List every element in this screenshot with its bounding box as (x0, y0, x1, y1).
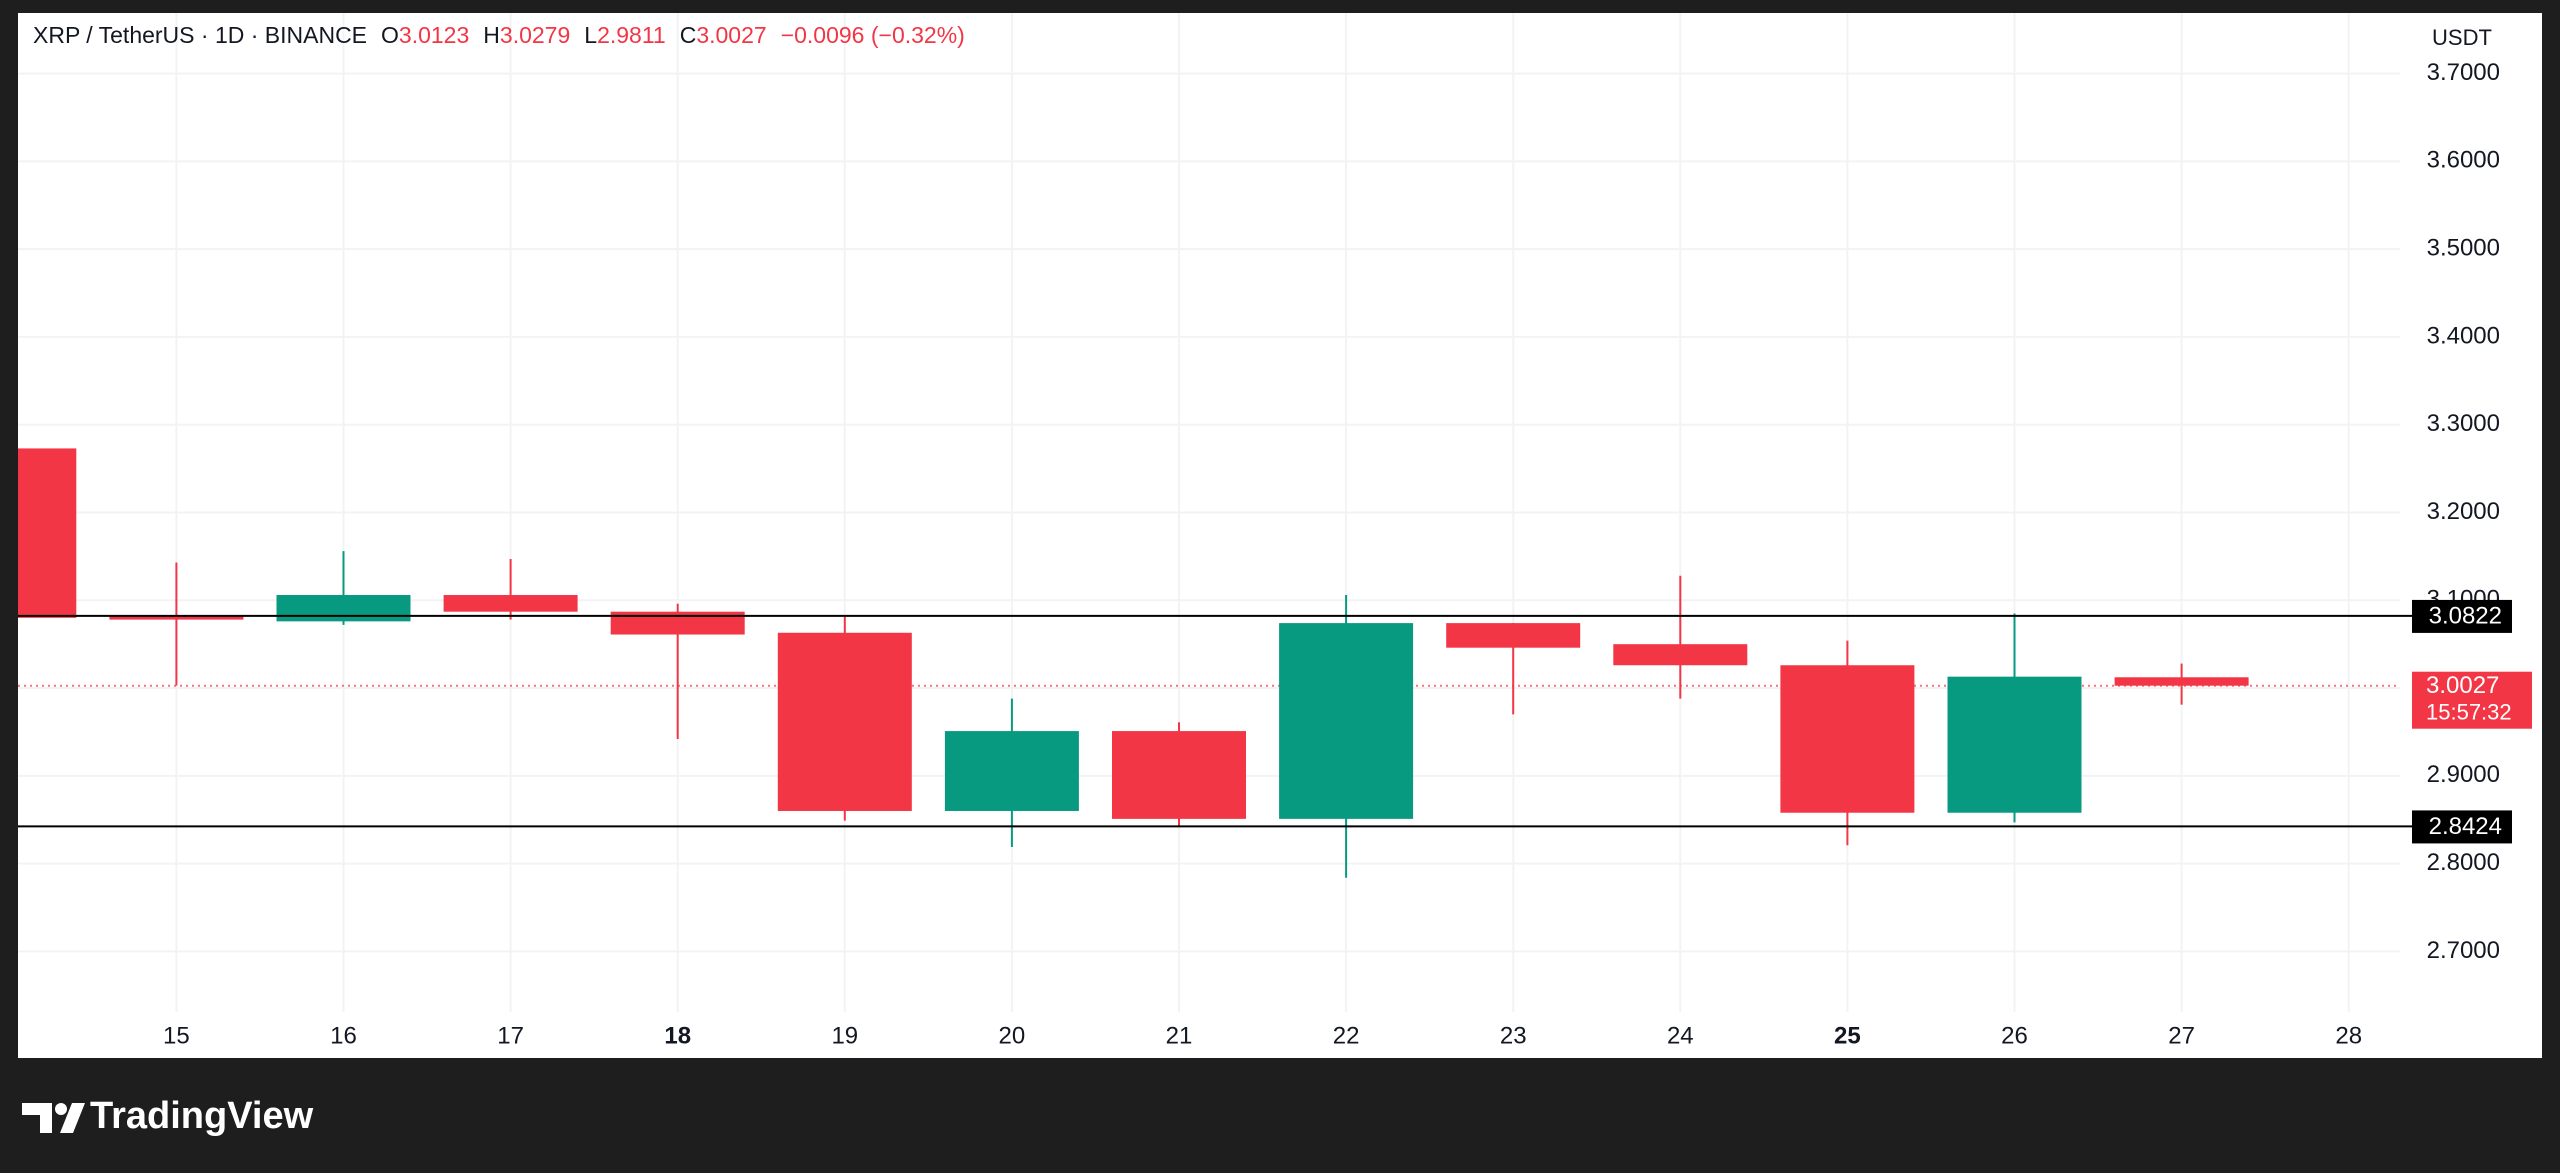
candle-body (1112, 731, 1246, 819)
ohlc-label: L (584, 22, 597, 48)
brand-name: TradingView (90, 1095, 314, 1137)
y-tick-label: 2.7000 (2427, 937, 2500, 964)
x-tick-label: 28 (2335, 1022, 2362, 1049)
candle-body (1613, 644, 1748, 666)
x-tick-label: 20 (999, 1022, 1026, 1049)
price-label: 3.0027 (2426, 672, 2499, 699)
ohlc-label: C (680, 22, 697, 48)
x-tick-label: 25 (1834, 1022, 1861, 1049)
logo-icon (22, 1103, 52, 1133)
currency-bg (2405, 18, 2535, 60)
x-tick-label: 17 (497, 1022, 524, 1049)
level-label: 3.0822 (2429, 602, 2502, 629)
chart-panel (18, 13, 2542, 1058)
level-label-bg (2412, 810, 2512, 844)
countdown: 15:57:32 (2426, 700, 2512, 725)
y-tick-label: 3.5000 (2427, 234, 2500, 261)
x-tick-label: 16 (330, 1022, 357, 1049)
symbol-title: XRP / TetherUS · 1D · BINANCE (33, 22, 367, 48)
x-tick-label: 27 (2168, 1022, 2195, 1049)
y-tick-label: 3.6000 (2427, 147, 2500, 174)
candle-body (109, 615, 244, 620)
x-tick-label: 21 (1166, 1022, 1193, 1049)
level-label: 2.8424 (2429, 813, 2502, 840)
candle-body (777, 632, 912, 811)
x-tick-label: 15 (163, 1022, 190, 1049)
candle-body (18, 448, 77, 618)
y-tick-label: 3.4000 (2427, 322, 2500, 349)
ohlc-value: 3.0027 (696, 22, 766, 48)
ohlc-value: 3.0279 (500, 22, 570, 48)
y-tick-label: 3.3000 (2427, 410, 2500, 437)
plot-area (18, 13, 2400, 1012)
brand-logo: TradingView (22, 1095, 314, 1137)
x-tick-label: 23 (1500, 1022, 1527, 1049)
candle-body (1446, 623, 1581, 648)
logo-icon (60, 1103, 85, 1133)
ohlc-label: O (381, 22, 399, 48)
candle-body (944, 731, 1079, 811)
y-tick-label: 3.7000 (2427, 59, 2500, 86)
y-tick-label: 2.9000 (2427, 761, 2500, 788)
y-tick-label: 3.2000 (2427, 498, 2500, 525)
x-tick-label: 18 (664, 1022, 691, 1049)
price-change: −0.0096 (−0.32%) (781, 22, 965, 48)
ohlc-value: 2.9811 (597, 22, 666, 48)
x-tick-label: 19 (831, 1022, 858, 1049)
overlay: 2.70002.80002.90003.00003.10003.20003.30… (18, 18, 2535, 1049)
y-tick-label: 2.8000 (2427, 849, 2500, 876)
logo-icon (55, 1103, 67, 1115)
currency: USDT (2432, 25, 2492, 50)
ohlc-value: 3.0123 (399, 22, 469, 48)
candle-body (1780, 665, 1915, 813)
candle-body (443, 595, 578, 612)
x-tick-label: 22 (1333, 1022, 1360, 1049)
candle-body (610, 611, 745, 635)
candle-body (1947, 676, 2082, 813)
x-tick-label: 26 (2001, 1022, 2028, 1049)
legend-header: XRP / TetherUS · 1D · BINANCE O3.0123 H3.0… (33, 22, 965, 48)
x-tick-label: 24 (1667, 1022, 1694, 1049)
level-label-bg (2412, 599, 2512, 633)
price-label-bg (2412, 671, 2532, 729)
ohlc-label: H (483, 22, 500, 48)
candle-body (2114, 677, 2249, 686)
candle-body (276, 595, 411, 622)
candle-body (1279, 623, 1414, 819)
